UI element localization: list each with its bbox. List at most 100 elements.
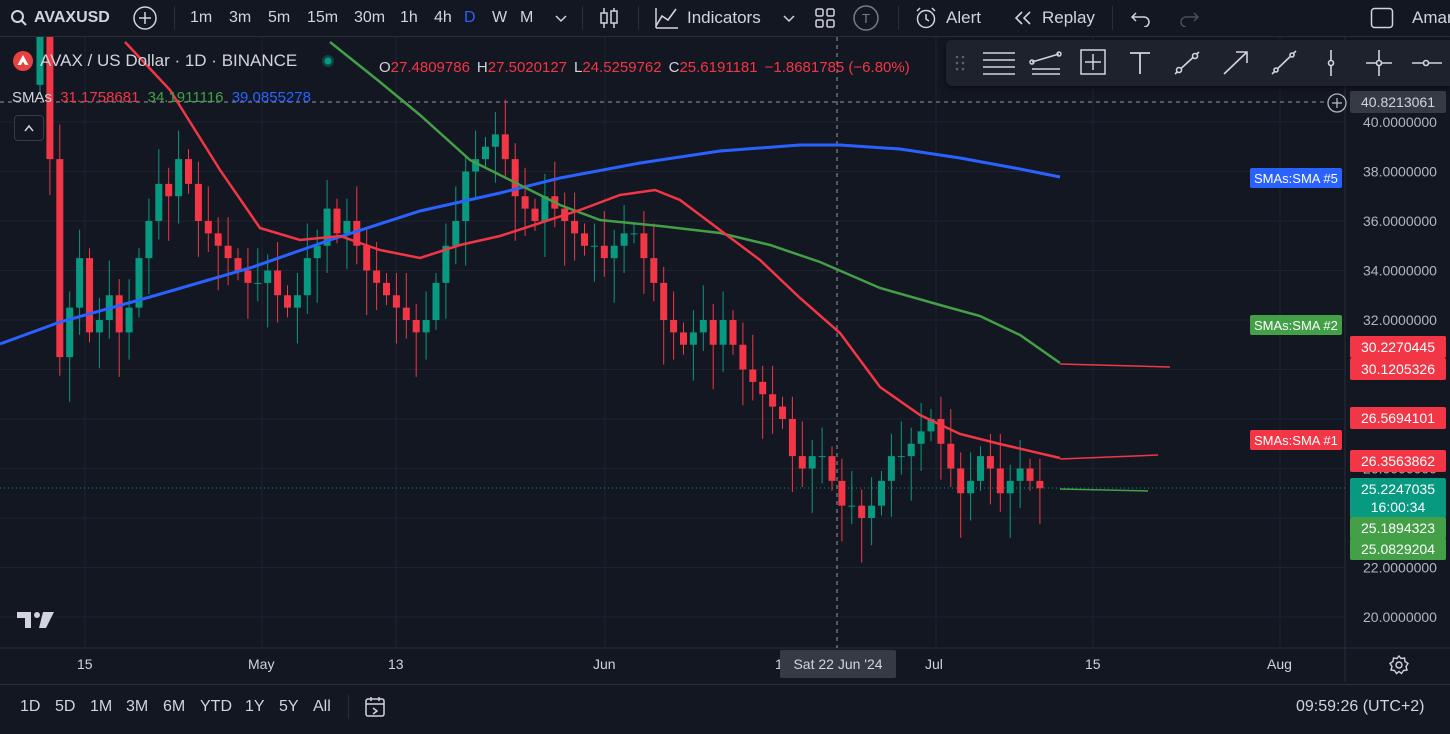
indicators-button[interactable]: Indicators — [654, 0, 761, 36]
candle-body — [769, 394, 777, 407]
candle-body — [610, 245, 618, 259]
candle-body — [175, 159, 183, 197]
timeframe-3m[interactable]: 3m — [229, 9, 252, 26]
range-5d[interactable]: 5D — [55, 698, 76, 715]
settings-icon — [1389, 654, 1409, 675]
candle-body — [194, 183, 202, 221]
vertical-line-icon[interactable] — [1327, 50, 1335, 76]
candle-body — [996, 468, 1004, 494]
divider — [898, 6, 899, 30]
candle-body — [1036, 480, 1044, 489]
time-axis[interactable]: 15 May 13 Jun Jul 15 Aug 1 Sat 22 Jun '2… — [0, 648, 1345, 682]
alert-button[interactable]: Alert — [914, 0, 981, 36]
redo-button[interactable] — [1178, 0, 1200, 36]
timeframe-5m[interactable]: 5m — [268, 9, 291, 26]
sma1-tag: SMAs:SMA #1 — [1250, 430, 1342, 450]
text-icon[interactable] — [1130, 52, 1150, 74]
range-1y[interactable]: 1Y — [245, 698, 265, 715]
candle-body — [402, 307, 410, 320]
range-ytd[interactable]: YTD — [200, 698, 232, 715]
timeframe-dropdown[interactable] — [554, 0, 568, 36]
candle-body — [660, 282, 668, 320]
chart-pane[interactable]: 40.0000000 38.0000000 36.0000000 34.0000000… — [0, 37, 1450, 682]
line-icon[interactable] — [1174, 51, 1200, 75]
range-3m[interactable]: 3M — [126, 698, 149, 715]
candle-body — [432, 282, 440, 320]
search-icon — [11, 10, 27, 26]
layout-icon — [815, 8, 835, 28]
sma1-line — [124, 41, 1061, 460]
price-chart[interactable]: 40.0000000 38.0000000 36.0000000 34.0000000… — [0, 37, 1450, 682]
time-tick: Jul — [925, 656, 943, 672]
divider — [348, 695, 349, 719]
candle-body — [482, 146, 489, 160]
templates-button[interactable]: T — [852, 0, 880, 36]
chart-settings-button[interactable] — [1388, 654, 1410, 681]
candle-body — [1006, 480, 1014, 494]
candle-body — [76, 258, 84, 308]
price-label-f: 25.0829204 — [1350, 538, 1446, 560]
range-1d[interactable]: 1D — [20, 698, 41, 715]
candle-body — [779, 406, 786, 419]
smas-legend[interactable]: SMAs 31.1758681 34.1911116 39.0855278 — [12, 89, 311, 106]
close-label: C — [668, 59, 680, 76]
range-1m[interactable]: 1M — [90, 698, 113, 715]
range-all[interactable]: All — [313, 698, 331, 715]
top-toolbar: AVAXUSD 1m 3m 5m 15m 30m 1h 4h D W M Ind… — [0, 0, 1450, 37]
ray-icon[interactable] — [1271, 50, 1297, 75]
add-alert-button[interactable] — [1326, 92, 1348, 119]
symbol-search[interactable]: AVAXUSD — [10, 0, 110, 36]
drag-handle-icon[interactable] — [955, 55, 965, 71]
range-6m[interactable]: 6M — [163, 698, 186, 715]
candle-body — [363, 245, 371, 271]
candle-body — [1016, 468, 1024, 481]
arrow-icon[interactable] — [1223, 51, 1248, 75]
chart-type-button[interactable] — [598, 0, 620, 36]
candle-body — [650, 258, 658, 283]
candle-body — [739, 344, 747, 370]
divider — [582, 6, 583, 30]
indicators-dropdown[interactable] — [782, 0, 796, 36]
candle-body — [135, 258, 143, 308]
indicators-icon — [655, 8, 678, 29]
candle-body — [452, 221, 460, 246]
candle-body — [472, 159, 480, 172]
candle-body — [313, 245, 321, 259]
range-5y[interactable]: 5Y — [279, 698, 299, 715]
candle-body — [917, 431, 925, 444]
timeframe-1h[interactable]: 1h — [400, 9, 418, 26]
timeframe-d[interactable]: D — [464, 9, 476, 26]
timeframe-w[interactable]: W — [492, 9, 508, 26]
compare-symbol-button[interactable] — [132, 0, 158, 36]
tradingview-logo[interactable] — [16, 608, 56, 637]
goto-date-button[interactable] — [364, 685, 388, 729]
candle-body — [600, 245, 608, 259]
timeframe-15m[interactable]: 15m — [307, 9, 339, 26]
candle-body — [709, 320, 717, 345]
timeframe-30m[interactable]: 30m — [354, 9, 386, 26]
horizontal-ray-icon[interactable] — [1412, 59, 1442, 67]
clock[interactable]: 09:59:26 (UTC+2) — [1296, 698, 1425, 715]
undo-button[interactable] — [1130, 0, 1152, 36]
horizontal-lines-icon[interactable] — [983, 52, 1015, 75]
high-value: 27.5020127 — [487, 59, 568, 76]
plus-circle-icon — [133, 6, 157, 30]
crosshair-icon[interactable] — [1366, 50, 1392, 76]
trend-lines-icon[interactable] — [1029, 51, 1062, 75]
replay-button[interactable]: Replay — [1012, 0, 1095, 36]
candles-icon — [600, 8, 618, 28]
rect-icon[interactable] — [1080, 49, 1106, 75]
candle-body — [937, 419, 945, 444]
timeframe-1m[interactable]: 1m — [190, 9, 213, 26]
collapse-legend-button[interactable] — [14, 115, 44, 141]
candle-body — [828, 456, 836, 481]
time-tick: Jun — [593, 656, 616, 672]
layout-button[interactable] — [814, 0, 836, 36]
timeframe-m[interactable]: M — [520, 9, 534, 26]
user-menu[interactable]: Amar — [1412, 0, 1450, 36]
timeframe-4h[interactable]: 4h — [434, 9, 452, 26]
fullscreen-button[interactable] — [1370, 0, 1394, 36]
candle-body — [115, 295, 123, 333]
candle-body — [343, 221, 351, 234]
candle-body — [818, 456, 826, 458]
